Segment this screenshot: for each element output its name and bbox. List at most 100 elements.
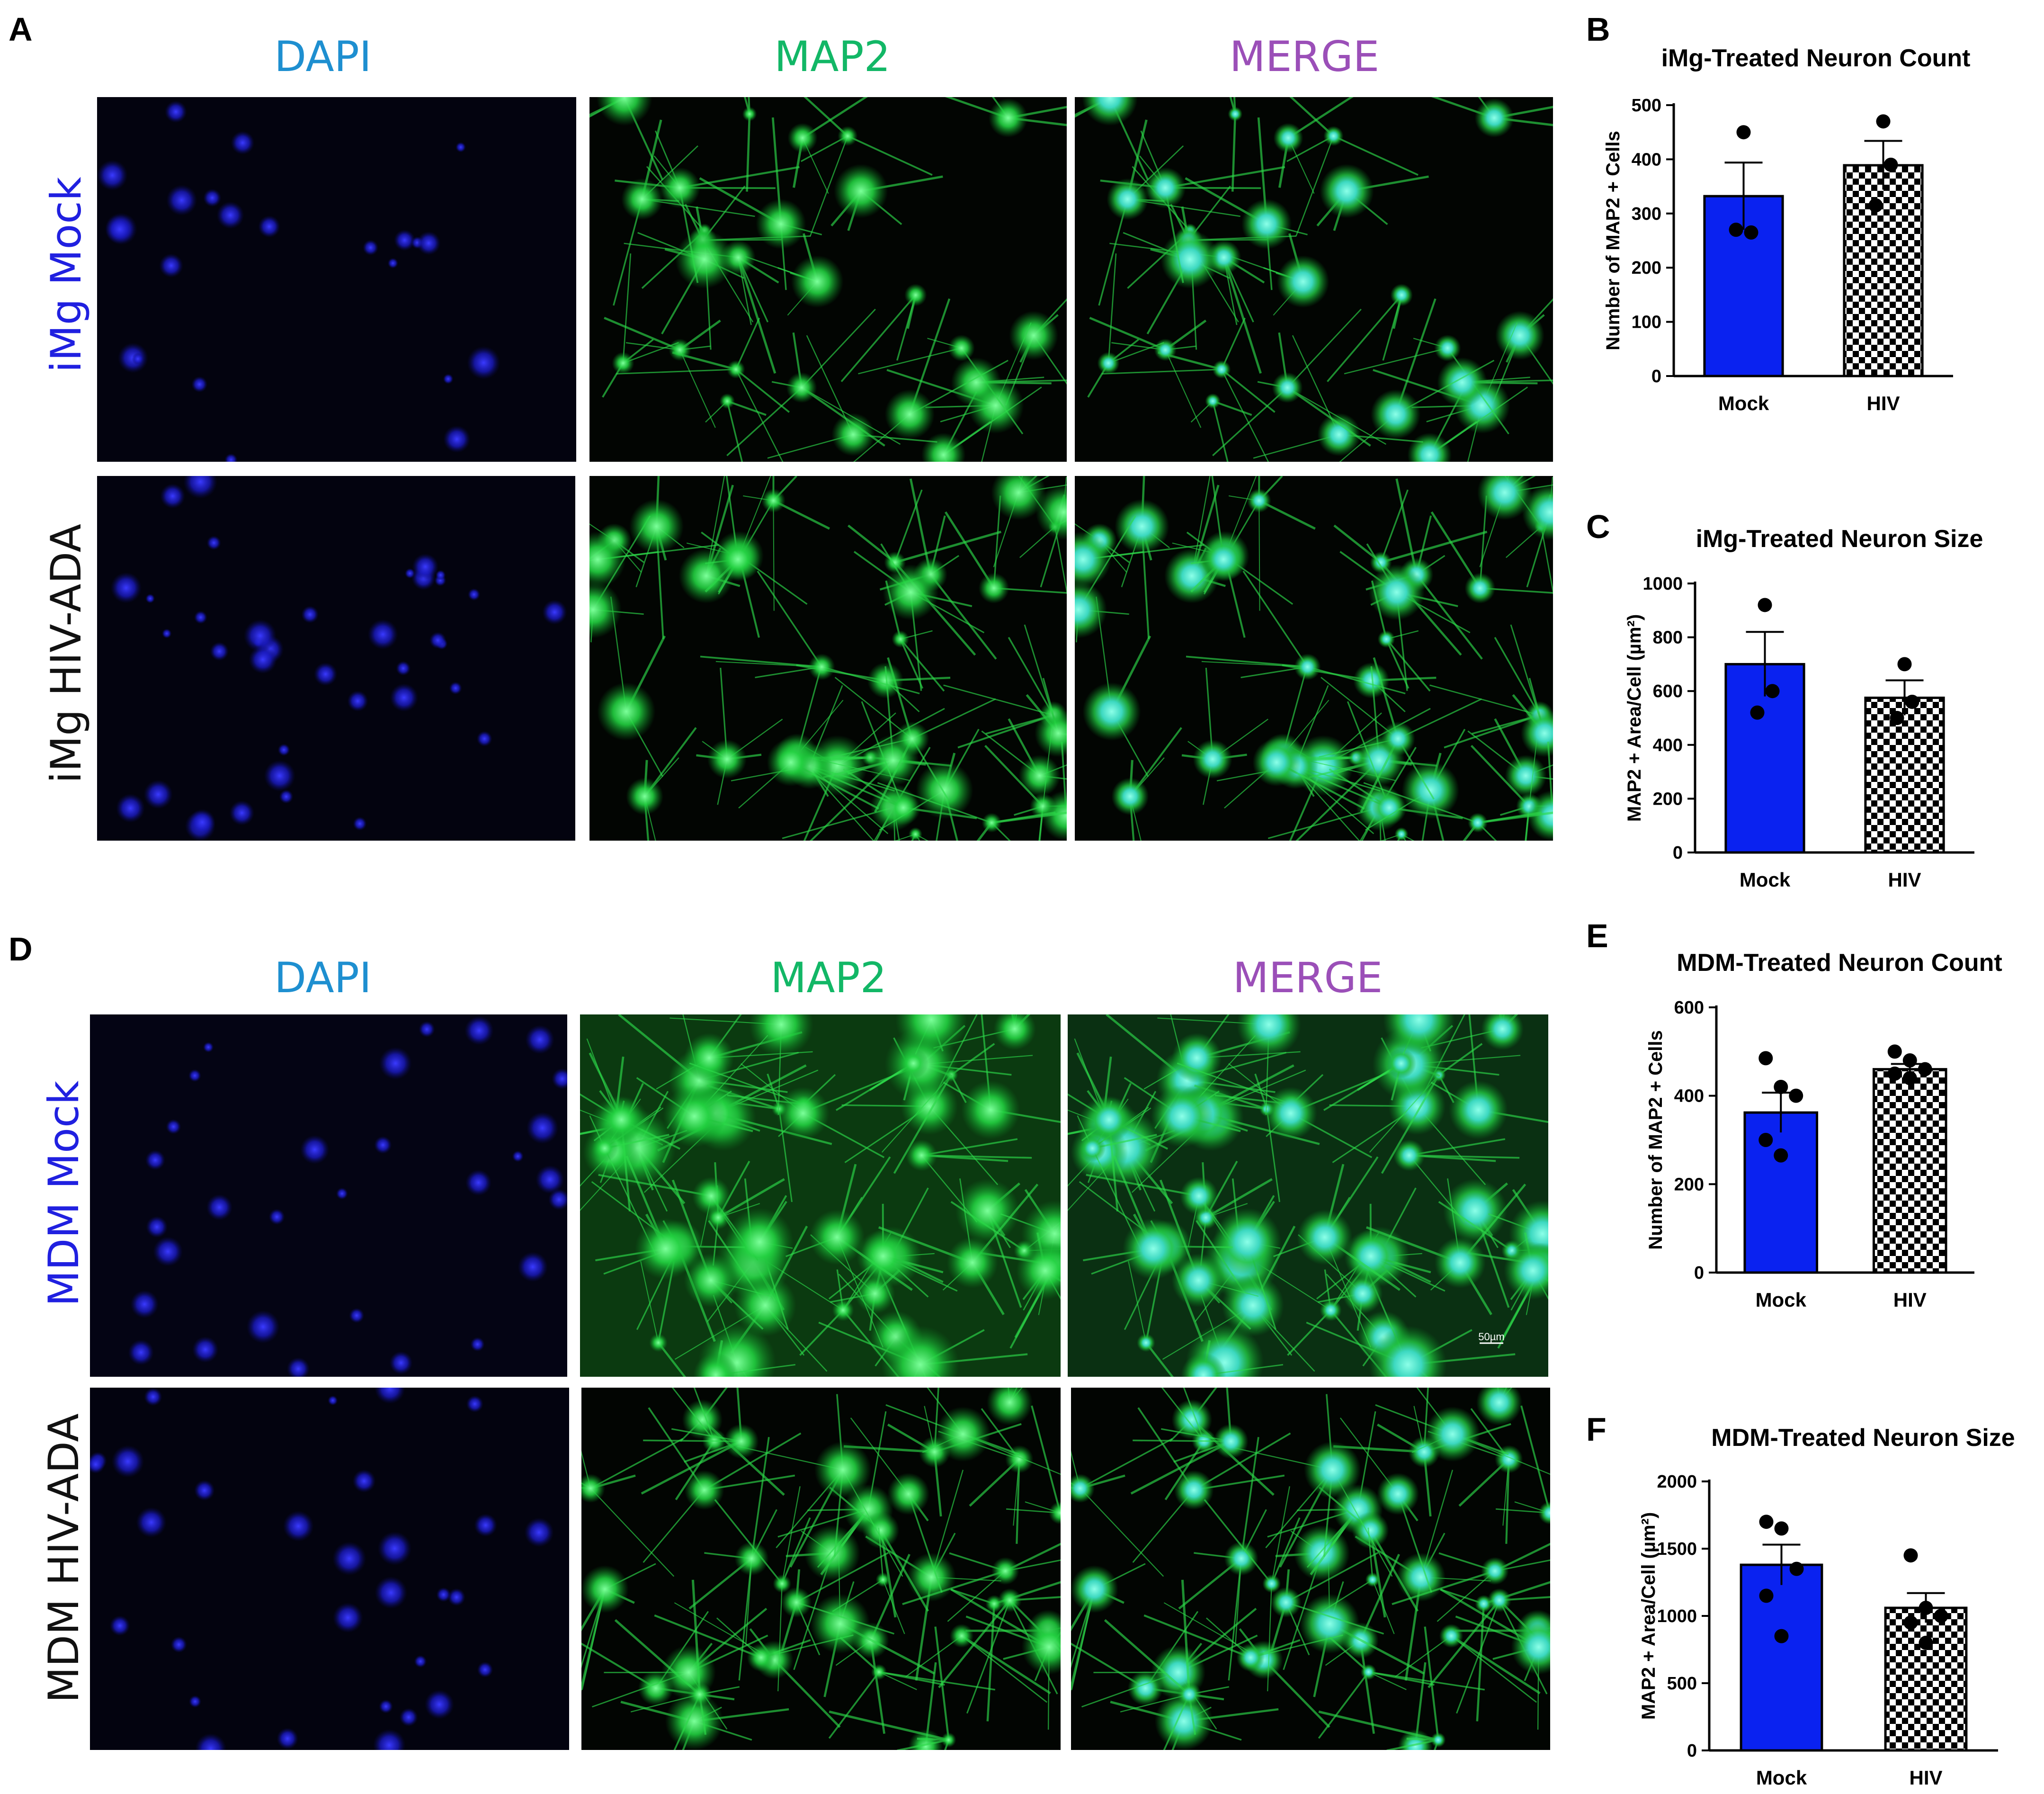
chart-title: iMg-Treated Neuron Count [1661, 45, 1971, 72]
y-tick-label: 0 [1694, 1263, 1704, 1283]
y-tick-label: 200 [1674, 1175, 1704, 1194]
data-point [1876, 114, 1891, 129]
data-point [1883, 157, 1898, 172]
data-point [1902, 1053, 1917, 1067]
row-label-mdm-hiv: MDM HIV-ADA [39, 1413, 88, 1703]
micrograph-mdm-mock-merge [1068, 1014, 1548, 1377]
bar-hiv [1843, 164, 1924, 377]
x-category-label: HIV [1866, 392, 1900, 414]
panel-label-b: B [1586, 11, 1610, 48]
data-point [1789, 1561, 1804, 1576]
data-point [1736, 125, 1751, 140]
row-label-img-hiv: iMg HIV-ADA [42, 524, 90, 783]
data-point [1774, 1521, 1789, 1536]
data-point [1903, 1548, 1918, 1563]
data-point [1868, 198, 1883, 213]
data-point [1765, 684, 1780, 699]
bar-hiv [1864, 696, 1945, 854]
bar-hiv [1872, 1068, 1947, 1274]
chart-b: iMg-Treated Neuron Count Number of MAP2 +… [1603, 45, 1970, 414]
y-axis-label: Number of MAP2 + Cells [1603, 131, 1624, 350]
bar-mock [1740, 1563, 1823, 1752]
chart-title: MDM-Treated Neuron Size [1711, 1424, 2015, 1452]
data-point [1774, 1148, 1788, 1163]
panel-label-c: C [1586, 508, 1610, 545]
data-point [1758, 1051, 1773, 1066]
y-tick-label: 1500 [1657, 1539, 1697, 1559]
micrograph-mdm-hiv-merge [1071, 1388, 1550, 1750]
y-tick-label: 1000 [1642, 574, 1683, 594]
data-point [1774, 1629, 1789, 1643]
micrograph-mdm-hiv-dapi [90, 1388, 569, 1750]
panel-label-e: E [1586, 917, 1608, 954]
y-tick-label: 800 [1653, 628, 1683, 648]
chart-f: MDM-Treated Neuron Size MAP2 + Area/Cell … [1638, 1424, 2015, 1789]
y-tick-label: 100 [1632, 313, 1661, 332]
data-point [1758, 598, 1772, 612]
data-point [1758, 1133, 1773, 1147]
column-header-merge-bottom: MERGE [1233, 953, 1383, 1002]
x-category-label: HIV [1893, 1289, 1927, 1311]
data-point [1759, 1515, 1774, 1529]
panel-label-f: F [1586, 1411, 1607, 1448]
y-tick-label: 400 [1653, 736, 1683, 755]
micrograph-img-mock-map2 [589, 97, 1067, 462]
data-point [1905, 694, 1919, 709]
data-point [1750, 705, 1765, 720]
column-header-dapi-bottom: DAPI [274, 953, 371, 1002]
x-category-label: Mock [1718, 392, 1769, 414]
data-point [1744, 225, 1758, 240]
column-header-map2-bottom: MAP2 [770, 953, 886, 1002]
chart-title: MDM-Treated Neuron Count [1677, 949, 2002, 977]
data-point [1919, 1600, 1933, 1615]
y-tick-label: 400 [1674, 1086, 1704, 1106]
x-category-label: HIV [1909, 1767, 1942, 1789]
data-point [1729, 223, 1743, 237]
data-point [1887, 1044, 1902, 1059]
column-header-merge: MERGE [1230, 32, 1379, 81]
bar-hiv [1884, 1606, 1968, 1752]
data-point [1934, 1609, 1948, 1623]
micrograph-img-hiv-merge [1075, 476, 1553, 841]
row-label-img-mock: iMg Mock [42, 177, 90, 372]
y-tick-label: 200 [1653, 789, 1683, 809]
data-point [1887, 1067, 1902, 1081]
micrograph-img-mock-dapi [97, 97, 576, 462]
y-tick-label: 600 [1674, 998, 1704, 1018]
micrograph-img-hiv-map2 [589, 476, 1067, 841]
micrograph-img-mock-merge [1075, 97, 1553, 462]
data-point [1759, 1588, 1774, 1603]
micrograph-mdm-mock-map2 [580, 1014, 1061, 1377]
panel-label-d: D [9, 931, 33, 968]
data-point [1918, 1062, 1932, 1076]
y-axis-label: Number of MAP2 + Cells [1645, 1030, 1666, 1249]
micrograph-mdm-hiv-map2 [581, 1388, 1061, 1750]
y-tick-label: 300 [1632, 204, 1661, 224]
bar-mock [1743, 1111, 1819, 1274]
data-point [1789, 1088, 1803, 1103]
y-tick-label: 600 [1653, 682, 1683, 701]
y-axis-label: MAP2 + Area/Cell (µm²) [1638, 1512, 1659, 1720]
column-header-map2: MAP2 [774, 32, 890, 81]
data-point [1774, 1080, 1788, 1094]
scale-bar-label: 50µm [1478, 1331, 1504, 1343]
micrograph-grid [90, 97, 1553, 1750]
y-tick-label: 0 [1673, 843, 1683, 863]
micrograph-img-hiv-dapi [97, 476, 575, 841]
column-header-dapi: DAPI [274, 32, 371, 81]
micrograph-mdm-mock-dapi [90, 1014, 567, 1377]
y-tick-label: 0 [1687, 1741, 1697, 1761]
y-tick-label: 2000 [1657, 1472, 1697, 1492]
y-tick-label: 500 [1632, 96, 1661, 116]
x-category-label: HIV [1888, 869, 1921, 891]
bar-charts: iMg-Treated Neuron Count Number of MAP2 +… [1603, 45, 2015, 1789]
panel-label-a: A [9, 11, 33, 48]
data-point [1902, 1071, 1917, 1085]
x-category-label: Mock [1756, 1767, 1807, 1789]
data-point [1890, 711, 1904, 725]
x-category-label: Mock [1756, 1289, 1807, 1311]
x-category-label: Mock [1740, 869, 1791, 891]
y-tick-label: 0 [1651, 367, 1661, 386]
y-tick-label: 1000 [1657, 1606, 1697, 1626]
